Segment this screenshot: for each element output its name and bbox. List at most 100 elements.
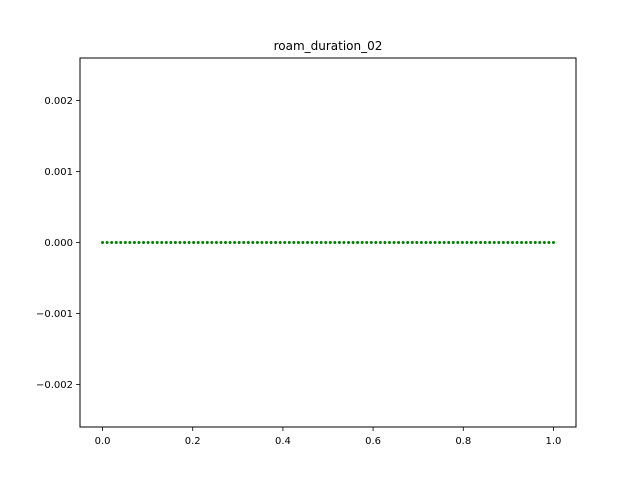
data-point [378, 241, 382, 244]
data-point [187, 241, 191, 244]
data-point [365, 241, 369, 244]
data-point [460, 241, 464, 244]
data-point [160, 241, 164, 244]
data-point [397, 241, 401, 244]
data-point [410, 241, 414, 244]
data-point [447, 241, 451, 244]
data-point [524, 241, 528, 244]
data-point [146, 241, 150, 244]
data-point [173, 241, 177, 244]
data-point [169, 241, 173, 244]
data-point [542, 241, 546, 244]
data-point [451, 241, 455, 244]
x-tick-label: 1.0 [546, 436, 562, 447]
data-point [506, 241, 510, 244]
data-point [529, 241, 533, 244]
data-point [233, 241, 237, 244]
x-tick-label: 0.4 [275, 436, 291, 447]
data-point [224, 241, 228, 244]
data-point [315, 241, 319, 244]
data-point [265, 241, 269, 244]
data-point [246, 241, 250, 244]
data-point [142, 241, 146, 244]
data-point [105, 241, 109, 244]
chart-title: roam_duration_02 [274, 39, 383, 53]
data-point [155, 241, 159, 244]
data-point [369, 241, 373, 244]
data-point [274, 241, 278, 244]
data-point [237, 241, 241, 244]
data-point [483, 241, 487, 244]
data-point [547, 241, 551, 244]
data-point [283, 241, 287, 244]
data-point [201, 241, 205, 244]
data-point [128, 241, 132, 244]
plot-marks [101, 241, 555, 244]
data-point [292, 241, 296, 244]
data-point [356, 241, 360, 244]
data-point [137, 241, 141, 244]
x-axis: 0.0 0.2 0.4 0.6 0.8 1.0 [95, 427, 562, 447]
y-tick-label: 0.001 [44, 167, 73, 178]
data-point [510, 241, 514, 244]
data-point [392, 241, 396, 244]
data-point [374, 241, 378, 244]
data-point [192, 241, 196, 244]
x-tick-label: 0.0 [95, 436, 111, 447]
y-tick-label: −0.001 [36, 309, 73, 320]
data-point [255, 241, 259, 244]
y-tick-label: −0.002 [36, 380, 73, 391]
data-point [415, 241, 419, 244]
x-tick-label: 0.8 [455, 436, 471, 447]
data-point [337, 241, 341, 244]
data-point [310, 241, 314, 244]
data-point [492, 241, 496, 244]
data-point [419, 241, 423, 244]
data-point [424, 241, 428, 244]
data-point [469, 241, 473, 244]
data-point [501, 241, 505, 244]
data-point [488, 241, 492, 244]
data-point [219, 241, 223, 244]
data-point [196, 241, 200, 244]
data-point [401, 241, 405, 244]
data-point [260, 241, 264, 244]
data-point [269, 241, 273, 244]
y-tick-label: 0.002 [44, 96, 73, 107]
data-point [465, 241, 469, 244]
y-tick-label: 0.000 [44, 238, 73, 249]
data-point [533, 241, 537, 244]
data-point [301, 241, 305, 244]
y-axis: −0.002 −0.001 0.000 0.001 0.002 [36, 96, 80, 391]
data-point [101, 241, 105, 244]
data-point [278, 241, 282, 244]
data-point [178, 241, 182, 244]
data-point [433, 241, 437, 244]
data-point [242, 241, 246, 244]
data-point [520, 241, 524, 244]
data-point [351, 241, 355, 244]
data-point [114, 241, 118, 244]
data-point [438, 241, 442, 244]
data-point [515, 241, 519, 244]
data-point [228, 241, 232, 244]
plot-frame [79, 57, 577, 428]
data-point [110, 241, 114, 244]
data-point [296, 241, 300, 244]
data-point [406, 241, 410, 244]
data-point [551, 241, 555, 244]
data-point [214, 241, 218, 244]
data-point [319, 241, 323, 244]
data-point [119, 241, 123, 244]
data-point [210, 241, 214, 244]
data-point [442, 241, 446, 244]
data-point [328, 241, 332, 244]
data-point [251, 241, 255, 244]
data-point [183, 241, 187, 244]
data-point [456, 241, 460, 244]
data-point [383, 241, 387, 244]
data-point [123, 241, 127, 244]
data-point [333, 241, 337, 244]
data-point [360, 241, 364, 244]
